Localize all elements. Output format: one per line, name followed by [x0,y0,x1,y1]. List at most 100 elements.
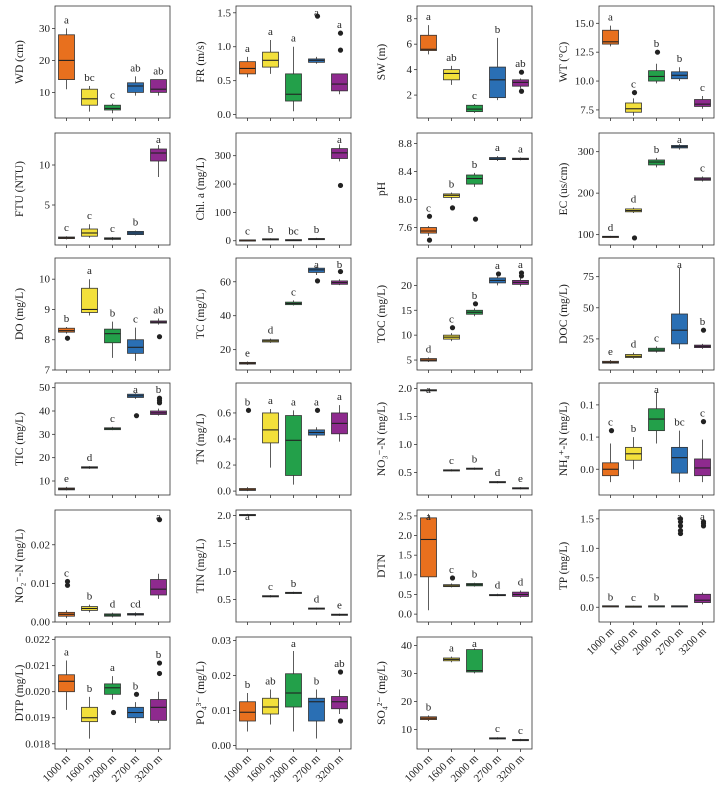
panel-17: 0.00 0.01 0.02 NO₂⁻-N (mg/L) c b d cd a [14,509,171,629]
outlier-point [449,325,456,331]
significance-letter: e [337,600,342,612]
y-tick-label: 25 [583,333,595,345]
box-body [420,227,437,234]
y-tick-label: 10 [39,476,51,488]
significance-letter: b [472,454,478,466]
significance-letter: c [245,226,250,238]
box-1000m: c [58,222,75,240]
significance-letter: d [495,580,501,592]
y-tick-label: 0.5 [398,589,412,601]
significance-letter: b [654,144,660,156]
significance-letter: a [64,14,69,26]
panel-6: 0 100 200 300 Chl. a (mg/L) c b bc b a [195,132,352,248]
y-tick-label: 30 [39,23,51,35]
box-2700m: b [127,217,144,236]
box-body [671,313,688,345]
box-2000m: b [466,290,483,317]
box-1600m: c [262,581,279,598]
box-2700m: b [127,680,144,723]
significance-letter: b [110,308,116,320]
panel-4: 7.5 10.0 12.5 15.0 WT (°C) a c b b c [558,5,715,121]
outlier-point [133,413,140,419]
y-axis-label: EC (us/cm) [558,162,570,215]
panel-10: 20 40 60 TC (mg/L) e d c a b [195,257,352,373]
significance-letter: b [314,224,320,236]
box-body [239,61,256,75]
box-2700m: b [671,53,688,82]
outlier-point [133,691,140,697]
box-1000m: a [420,511,437,611]
panel-19: 0.0 0.5 1.0 1.5 2.0 2.5 DTN a c b d d [376,509,533,625]
significance-letter: e [518,473,523,485]
box-1600m: a [262,395,279,468]
significance-letter: bc [84,72,95,84]
significance-letter: e [64,473,69,485]
significance-letter: c [631,79,636,91]
box-3200m: b [150,384,167,416]
box-body [58,34,75,80]
box-body [81,287,98,313]
significance-letter: a [314,259,319,271]
panel-8: 100 200 300 EC (us/cm) d d b a c [558,132,715,248]
box-1000m: a [239,511,256,523]
significance-letter: c [608,417,613,429]
outlier-point [156,400,163,406]
significance-letter: a [426,384,431,396]
box-3200m: a [512,144,529,161]
panel-14: 0.0 0.2 0.4 0.6 TN (mg/L) b a a a a [195,382,352,498]
box-body [104,328,121,344]
box-3200m: ab [331,658,348,724]
y-axis-label: WD (cm) [14,40,26,84]
significance-letter: a [245,43,250,55]
box-2000m: a [648,384,665,444]
y-tick-label: 30 [39,429,51,441]
box-body [489,66,506,99]
significance-letter: a [426,511,431,523]
box-1600m: d [625,194,642,241]
box-1000m: a [58,14,75,90]
outlier-point [700,519,707,525]
box-1000m: e [602,346,619,364]
y-tick-label: 0.5 [217,594,231,606]
significance-letter: b [654,38,660,50]
box-2000m: c [648,332,665,353]
box-1000m: b [602,591,619,608]
y-axis-label: WT (°C) [558,42,570,83]
significance-letter: c [110,90,115,102]
box-1600m: c [625,79,642,116]
outlier-point [156,395,163,401]
y-tick-label: 1.5 [217,538,231,550]
box-2700m: a [308,7,325,64]
outlier-point [654,49,661,55]
box-body [262,697,279,715]
y-tick-label: 0.02 [31,539,50,551]
box-3200m: e [512,473,529,490]
y-axis-label: FTU (NTU) [14,161,26,217]
box-body [150,79,167,93]
y-axis-label: DOC (mg/L) [558,284,570,344]
y-tick-label: 8.8 [398,138,412,150]
box-1600m: b [443,179,460,211]
significance-letter: a [426,11,431,23]
y-tick-label: 4 [407,64,413,76]
y-tick-label: 0.022 [25,634,50,646]
box-2000m: c [104,223,121,241]
significance-letter: b [337,259,343,271]
significance-letter: b [472,159,478,171]
significance-letter: b [245,679,251,691]
box-3200m: ab [150,305,167,340]
outlier-point [449,205,456,211]
y-tick-label: 40 [39,406,51,418]
significance-letter: b [87,591,93,603]
y-tick-label: 300 [578,146,595,158]
panel-2: 0.0 0.5 1.0 1.5 FR (m/s) a a a a a [195,5,352,121]
significance-letter: c [631,592,636,604]
panel-1: 10 20 30 WD (cm) a bc c ab ab [14,5,171,121]
box-2000m: a [466,638,483,674]
box-3200m: a [150,134,167,177]
outlier-point [631,235,638,241]
box-2000m: bc [285,225,302,242]
y-tick-label: 10 [39,160,51,172]
y-tick-label: 10 [39,274,51,286]
